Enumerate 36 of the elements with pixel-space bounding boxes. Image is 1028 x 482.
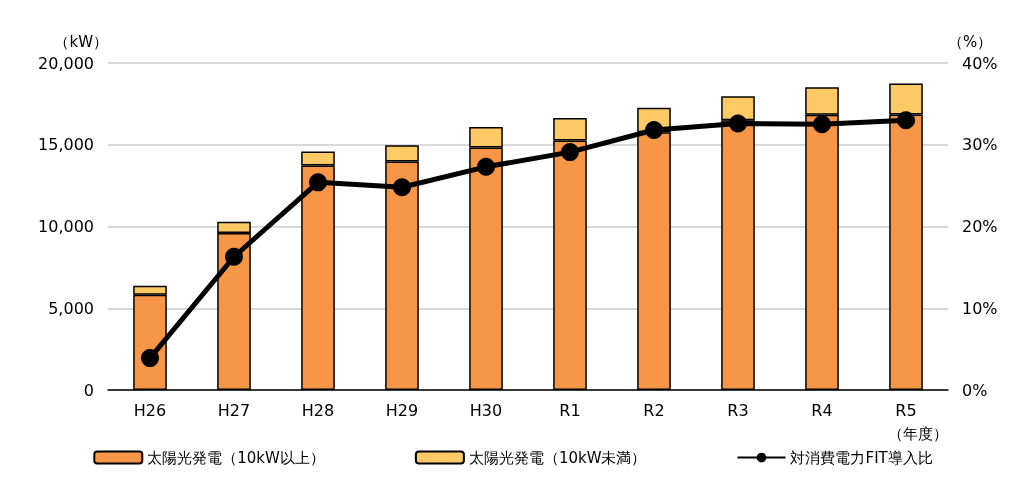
- x-tick-label: R5: [895, 400, 917, 420]
- y-tick-label: 0: [83, 380, 94, 400]
- x-tick-label: H27: [217, 400, 251, 420]
- y-tick-label: 15,000: [38, 135, 94, 155]
- y2-tick-label: 20%: [962, 217, 998, 236]
- x-tick-label: R3: [727, 400, 749, 420]
- point: [729, 114, 747, 133]
- x-tick-label: H29: [385, 400, 419, 420]
- x-tick-label: R1: [559, 400, 581, 420]
- legend-label: 太陽光発電（10kW未満）: [468, 448, 647, 467]
- point: [393, 178, 411, 197]
- point: [309, 173, 327, 192]
- x-tick-label: R4: [811, 400, 833, 420]
- x-tick-label: H28: [301, 400, 335, 420]
- point: [225, 247, 243, 266]
- x-tick-label: H30: [469, 400, 503, 420]
- point: [813, 115, 831, 134]
- point: [477, 157, 495, 176]
- x-tick-label: H26: [133, 400, 167, 420]
- legend-label: 太陽光発電（10kW以上）: [147, 448, 325, 467]
- y2-axis-title: （%）: [948, 32, 993, 51]
- y2-tick-label: 0%: [962, 380, 988, 400]
- y-tick-label: 10,000: [38, 217, 94, 236]
- x-tick-label: R2: [643, 400, 665, 420]
- y2-tick-label: 10%: [962, 298, 998, 318]
- y-axis-title: （kW）: [54, 32, 108, 51]
- point: [645, 121, 663, 140]
- y-tick-label: 5,000: [48, 298, 94, 318]
- point: [561, 143, 579, 162]
- y-tick-label: 20,000: [38, 53, 94, 73]
- point: [141, 349, 159, 368]
- legend-label: 対消費電力FIT導入比: [790, 448, 933, 467]
- y2-tick-label: 30%: [962, 135, 998, 155]
- x-axis-title: （年度）: [888, 424, 948, 443]
- point: [897, 111, 915, 130]
- y2-tick-label: 40%: [962, 53, 998, 73]
